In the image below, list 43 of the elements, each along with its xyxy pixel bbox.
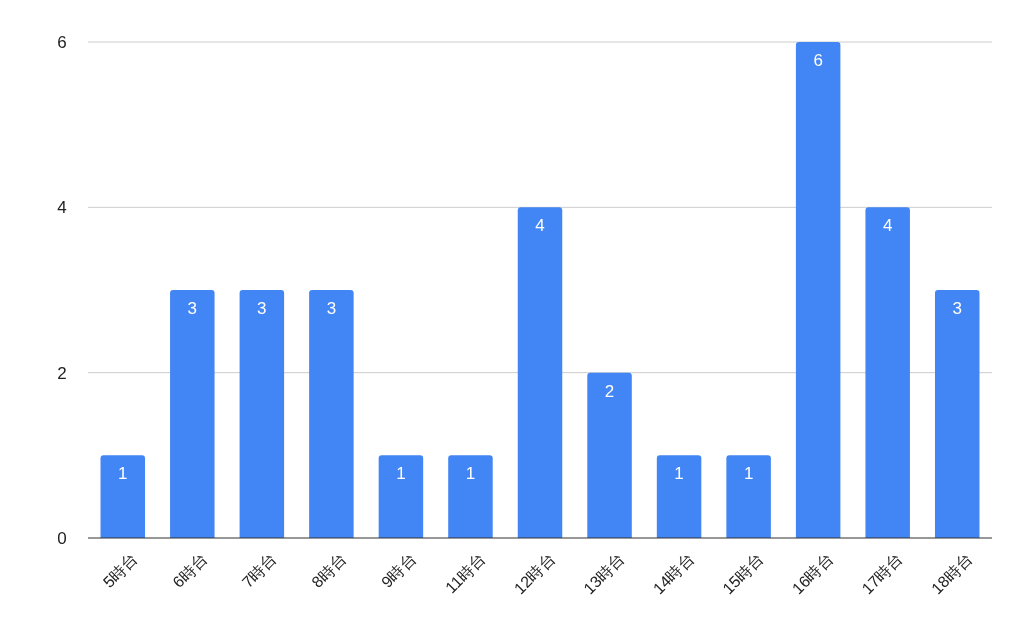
x-tick-label: 12時台 — [510, 550, 559, 598]
data-label: 4 — [882, 216, 893, 236]
bar — [517, 207, 563, 538]
data-label: 1 — [743, 464, 754, 484]
bar — [239, 290, 285, 538]
x-tick-label: 5時台 — [99, 550, 141, 591]
data-label: 1 — [465, 464, 476, 484]
bar — [656, 455, 702, 538]
bar — [378, 455, 424, 538]
x-tick-label: 18時台 — [928, 550, 976, 598]
data-label: 2 — [604, 381, 615, 401]
x-tick-label: 14時台 — [649, 550, 698, 598]
x-tick-label: 8時台 — [308, 550, 350, 591]
data-label: 1 — [396, 464, 406, 484]
bar — [934, 290, 980, 538]
data-label: 3 — [187, 299, 198, 318]
y-tick-label: 6 — [57, 33, 67, 52]
bar — [726, 455, 771, 538]
x-tick-label: 7時台 — [238, 550, 280, 591]
data-label: 6 — [813, 51, 823, 70]
y-tick-label: 0 — [57, 529, 67, 548]
data-label: 4 — [535, 216, 545, 236]
bar — [100, 455, 146, 538]
x-tick-label: 16時台 — [788, 550, 837, 598]
data-label: 3 — [257, 299, 267, 318]
data-label: 1 — [674, 464, 684, 484]
x-tick-label: 6時台 — [169, 550, 211, 591]
x-tick-label: 11時台 — [442, 550, 489, 597]
y-tick-label: 2 — [57, 363, 67, 383]
bar — [448, 455, 493, 538]
bar — [865, 207, 910, 538]
data-label: 1 — [118, 464, 128, 484]
bar — [795, 42, 841, 538]
bar — [170, 290, 215, 538]
data-label: 3 — [952, 299, 962, 318]
x-tick-label: 15時台 — [719, 550, 767, 598]
x-tick-label: 9時台 — [378, 550, 419, 591]
x-tick-label: 13時台 — [580, 550, 628, 598]
bar — [587, 372, 632, 538]
data-label: 3 — [326, 299, 337, 318]
y-tick-label: 4 — [57, 198, 67, 218]
bar — [309, 290, 354, 538]
x-tick-label: 17時台 — [858, 550, 906, 598]
